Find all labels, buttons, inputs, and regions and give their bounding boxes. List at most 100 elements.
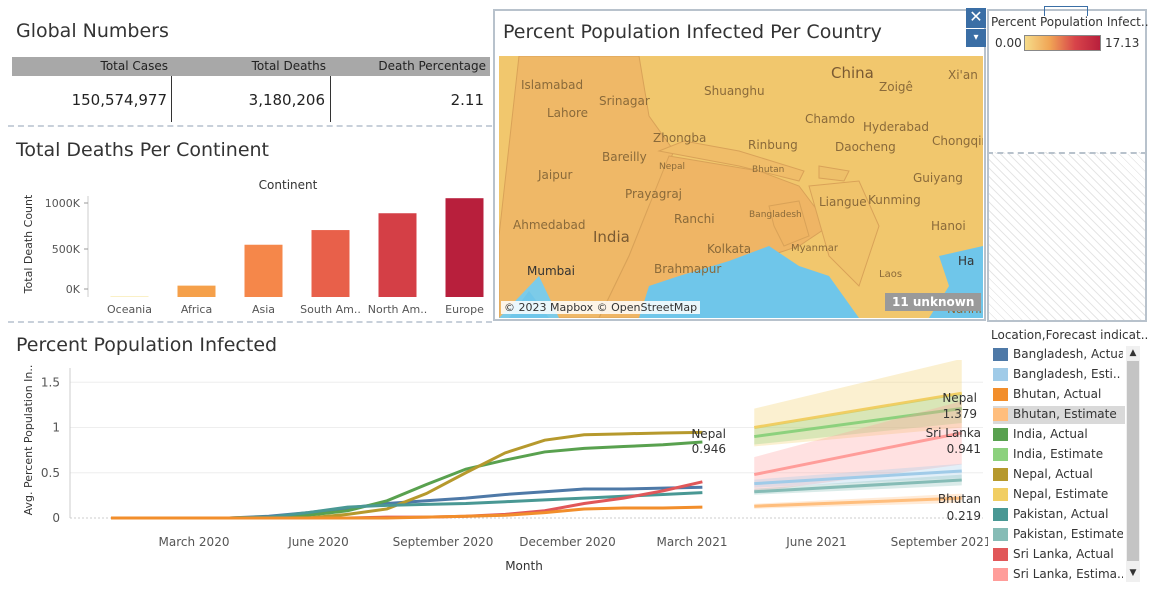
legend-label: Sri Lanka, Actual <box>1013 547 1114 561</box>
legend-label: Pakistan, Actual <box>1013 507 1109 521</box>
x-tick-label: South Am.. <box>300 303 361 316</box>
map-place-label: Ahmedabad <box>513 218 586 232</box>
map-place-label: China <box>831 64 874 82</box>
annotation-value: 0.941 <box>947 442 981 456</box>
series-line[interactable] <box>111 491 703 520</box>
annotation-value: 0.946 <box>692 442 726 456</box>
x-tick-label: June 2020 <box>287 535 349 549</box>
legend-label: Bhutan, Estimate <box>1013 407 1117 421</box>
legend-item[interactable]: Sri Lanka, Actual <box>993 546 1125 564</box>
bar-asia[interactable] <box>244 244 283 297</box>
scrollbar-thumb[interactable] <box>1127 361 1139 561</box>
annotation-value: 0.219 <box>947 509 981 523</box>
map-place-label: Hyderabad <box>863 120 929 134</box>
map-place-label: Islamabad <box>521 78 584 92</box>
x-tick-label: June 2021 <box>785 535 847 549</box>
legend-item[interactable]: India, Estimate <box>993 446 1125 464</box>
map-color-legend <box>987 9 1147 154</box>
forecast-line[interactable] <box>754 469 962 486</box>
legend-swatch <box>993 428 1008 441</box>
map-place-label: Laos <box>879 269 903 280</box>
scroll-up-button[interactable]: ▲ <box>1129 348 1137 358</box>
legend-item[interactable]: Bangladesh, Actual <box>993 346 1125 364</box>
forecast-line[interactable] <box>754 478 962 494</box>
x-tick-label: Asia <box>252 303 275 316</box>
legend-label: Pakistan, Estimate <box>1013 527 1123 541</box>
forecast-band <box>754 394 962 445</box>
map-place-label: Xi'an <box>948 68 978 82</box>
map-place-label: Ranchi <box>674 212 715 226</box>
legend-item[interactable]: Pakistan, Actual <box>993 506 1125 524</box>
forecast-band <box>754 360 962 447</box>
legend-swatch <box>993 528 1008 541</box>
legend-item[interactable]: Bangladesh, Esti.. <box>993 366 1125 384</box>
total-deaths-value: 3,180,206 <box>248 91 325 109</box>
scroll-down-button[interactable]: ▼ <box>1129 568 1137 578</box>
x-tick-label: September 2020 <box>393 535 494 549</box>
infected-x-axis-label: Month <box>505 559 543 573</box>
map-place-label: Mumbai <box>527 264 575 278</box>
column-divider <box>171 76 172 122</box>
map-place-label: Guiyang <box>913 171 963 185</box>
x-tick-label: Europe <box>445 303 484 316</box>
legend-item[interactable]: Pakistan, Estimate <box>993 526 1125 544</box>
map-place-label: Chongqing <box>932 134 983 148</box>
map-place-label: India <box>593 228 630 246</box>
forecast-line[interactable] <box>754 496 962 508</box>
map-place-label: Kunming <box>868 193 921 207</box>
global-numbers-header: Total Cases Total Deaths Death Percentag… <box>12 57 490 76</box>
forecast-line[interactable] <box>754 407 962 439</box>
map-place-label: Nepal <box>659 162 685 172</box>
close-button[interactable]: ✕ <box>966 8 986 28</box>
map-place-label: Liangue <box>819 195 867 209</box>
x-tick-label: March 2020 <box>159 535 230 549</box>
map-place-label: Zoigê <box>879 80 913 94</box>
legend-label: Bangladesh, Esti.. <box>1013 367 1121 381</box>
map-view[interactable]: Islamabad Srinagar Shuanghu China Xi'an … <box>499 56 983 318</box>
map-place-label: Lahore <box>547 106 589 120</box>
legend-swatch <box>993 448 1008 461</box>
legend-item[interactable]: India, Actual <box>993 426 1125 444</box>
legend-item[interactable]: Nepal, Estimate <box>993 486 1125 504</box>
legend-item[interactable]: Bhutan, Actual <box>993 386 1125 404</box>
unknown-badge[interactable]: 11 unknown <box>885 293 982 311</box>
total-cases-value: 150,574,977 <box>71 91 167 109</box>
bar-northam[interactable] <box>378 213 417 297</box>
x-tick-label: Oceania <box>107 303 152 316</box>
bar-southam[interactable] <box>311 230 350 297</box>
bar-africa[interactable] <box>177 285 216 297</box>
legend-label: Nepal, Actual <box>1013 467 1093 481</box>
x-tick-label: September 2021 <box>891 535 988 549</box>
map-place-label: Rinbung <box>748 138 798 152</box>
drag-handle[interactable] <box>1044 6 1088 16</box>
series-line[interactable] <box>111 505 703 520</box>
map-shapes <box>499 56 983 318</box>
map-attribution[interactable]: © 2023 Mapbox © OpenStreetMap <box>501 301 701 314</box>
legend-swatch <box>993 568 1008 581</box>
legend-max: 17.13 <box>1105 36 1140 50</box>
map-place-label: Chamdo <box>805 112 855 126</box>
bar-oceania[interactable] <box>110 296 149 298</box>
continent-title: Total Deaths Per Continent <box>16 139 270 161</box>
map-place-label: Jaipur <box>538 168 573 182</box>
menu-button[interactable]: ▾ <box>966 29 986 47</box>
legend-label: India, Actual <box>1013 427 1088 441</box>
legend-item[interactable]: Nepal, Actual <box>993 466 1125 484</box>
divider <box>8 125 492 127</box>
legend-label: Nepal, Estimate <box>1013 487 1109 501</box>
map-place-label: Kolkata <box>707 242 752 256</box>
legend-swatch <box>993 468 1008 481</box>
series-line[interactable] <box>111 440 703 520</box>
annotation-name: Bhutan <box>938 492 981 506</box>
forecast-line[interactable] <box>754 391 962 429</box>
legend-swatch <box>993 548 1008 561</box>
map-place-label: Bangladesh <box>749 210 802 220</box>
forecast-line[interactable] <box>753 431 963 477</box>
legend-item[interactable]: Sri Lanka, Estima.. <box>993 566 1125 584</box>
map-place-label: Brahmapur <box>654 262 722 276</box>
x-tick-label: March 2021 <box>657 535 728 549</box>
bar-europe[interactable] <box>445 198 484 297</box>
global-numbers-title: Global Numbers <box>16 20 169 42</box>
legend-item[interactable]: Bhutan, Estimate <box>993 406 1125 424</box>
death-percentage-value: 2.11 <box>450 91 484 109</box>
